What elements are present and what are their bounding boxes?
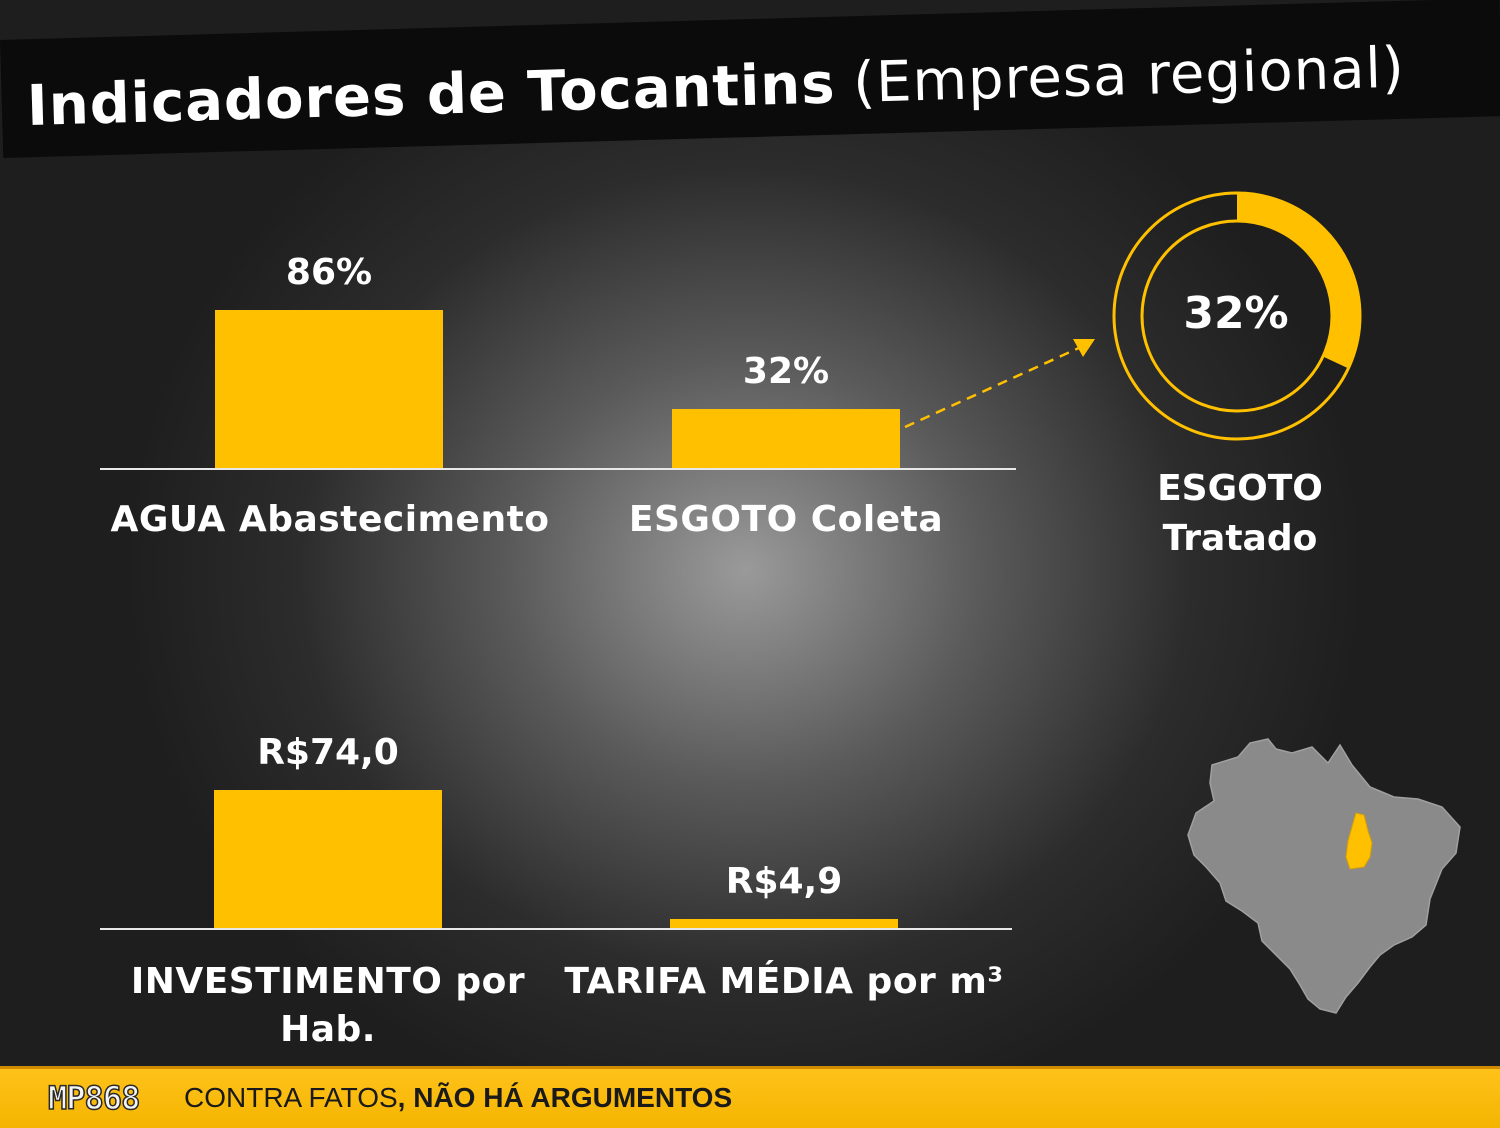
chart-baseline-bottom — [100, 928, 1012, 930]
title-subtitle: (Empresa regional) — [852, 35, 1406, 116]
bar-esgoto-coleta — [672, 409, 900, 468]
bar-agua-abastecimento — [215, 309, 443, 468]
dashed-arrow-icon — [904, 339, 1095, 429]
category-label-investimento-line-1: INVESTIMENTO por — [130, 961, 526, 1002]
footer-slogan-bold: , NÃO HÁ ARGUMENTOS — [397, 1082, 733, 1113]
tocantins-highlight — [1345, 812, 1373, 870]
bar-value-label-investimento: R$74,0 — [257, 732, 399, 773]
category-label-tarifa: TARIFA MÉDIA por m³ — [564, 961, 1004, 1002]
bar-value-label-esgoto-coleta: 32% — [742, 351, 830, 393]
category-label-investimento: INVESTIMENTO por Hab. — [110, 958, 546, 1054]
brazil-map-icon — [1187, 738, 1461, 1014]
bar-tarifa-media — [670, 918, 898, 928]
footer-logo: MP868 — [47, 1078, 141, 1118]
donut-label-line-2: Tratado — [1162, 518, 1318, 559]
bar-value-label-agua: 86% — [285, 251, 373, 293]
chart-baseline-top — [100, 468, 1016, 470]
donut-category-label: ESGOTO Tratado — [1105, 464, 1375, 564]
brazil-outline — [1187, 738, 1461, 1014]
donut-label-line-1: ESGOTO — [1157, 468, 1323, 509]
footer-bar: MP868 CONTRA FATOS, NÃO HÁ ARGUMENTOS — [0, 1066, 1500, 1128]
donut-chart-esgoto-tratado — [1112, 191, 1362, 441]
donut-slice-tratado — [1237, 193, 1360, 369]
category-label-esgoto-coleta: ESGOTO Coleta — [628, 499, 944, 540]
footer-slogan: CONTRA FATOS, NÃO HÁ ARGUMENTOS — [184, 1082, 732, 1114]
bar-investimento — [214, 790, 442, 928]
bar-value-label-tarifa: R$4,9 — [725, 860, 843, 902]
category-label-investimento-line-2: Hab. — [280, 1009, 376, 1050]
category-label-agua: AGUA Abastecimento — [110, 499, 550, 540]
donut-value-label: 32% — [1183, 288, 1289, 339]
footer-slogan-regular: CONTRA FATOS — [184, 1082, 398, 1113]
